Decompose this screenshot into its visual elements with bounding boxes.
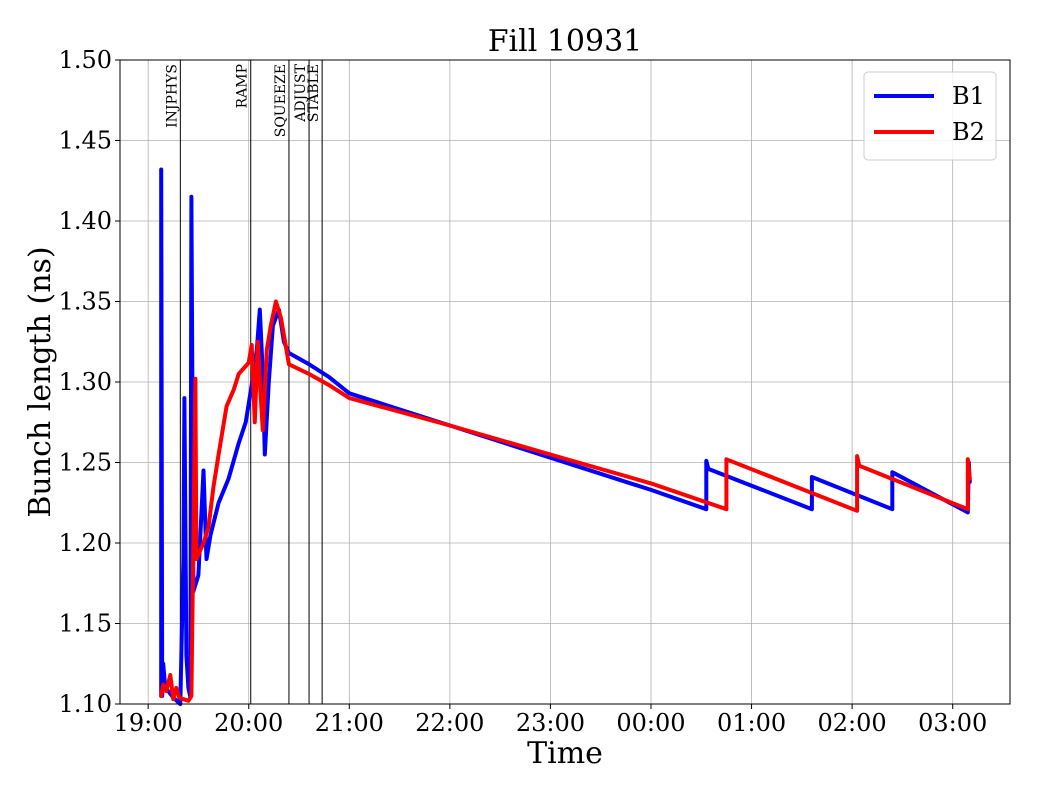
mode-marker-label: STABLE [306,64,322,122]
x-tick-label: 21:00 [315,709,384,737]
mode-marker-label: INJPHYS [164,64,180,128]
x-tick-label: 23:00 [516,709,585,737]
y-axis-label: Bunch length (ns) [23,246,58,517]
y-tick-label: 1.50 [59,46,112,74]
x-tick-label: 20:00 [214,709,283,737]
x-tick-label: 00:00 [616,709,685,737]
mode-marker-label: ADJUST [293,63,309,122]
legend-label-b2: B2 [952,118,985,146]
y-tick-label: 1.45 [59,127,112,155]
y-tick-label: 1.30 [59,368,112,396]
mode-marker-label: SQUEEZE [273,64,289,137]
y-tick-label: 1.15 [59,610,112,638]
x-tick-label: 03:00 [918,709,987,737]
x-tick-label: 02:00 [818,709,887,737]
y-tick-label: 1.20 [59,529,112,557]
y-tick-label: 1.35 [59,288,112,316]
x-tick-label: 19:00 [114,709,183,737]
y-tick-label: 1.25 [59,449,112,477]
x-axis-label: Time [527,736,603,771]
mode-marker-label: RAMP [235,64,251,108]
axis-ticks: 19:00 20:00 21:00 22:00 23:00 00:00 01:00 02:00… [59,46,988,737]
series-line-b2 [159,299,972,703]
x-tick-label: 01:00 [717,709,786,737]
y-tick-label: 1.10 [59,690,112,718]
legend-label-b1: B1 [952,82,985,110]
x-tick-label: 22:00 [415,709,484,737]
data-series [159,167,972,706]
chart-title: Fill 10931 [488,24,643,59]
y-tick-label: 1.40 [59,207,112,235]
